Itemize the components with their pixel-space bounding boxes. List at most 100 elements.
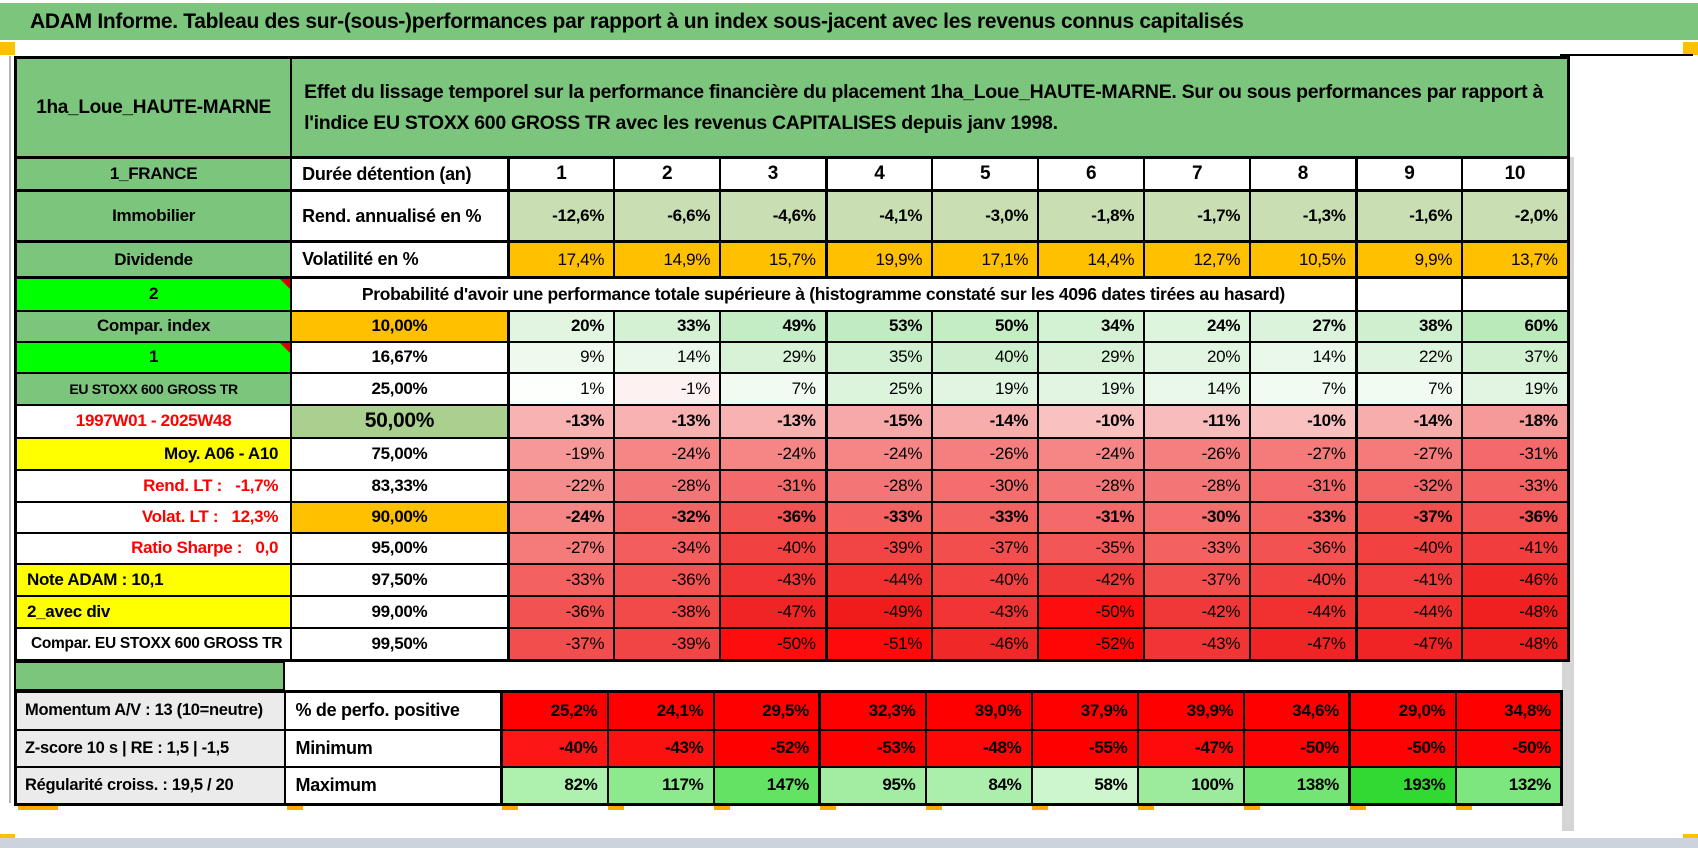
table-cell[interactable]: -37%	[931, 531, 1040, 565]
table-cell[interactable]: 14,9%	[613, 240, 722, 279]
table-cell[interactable]: -28%	[1143, 468, 1252, 503]
table-cell[interactable]: -34%	[613, 531, 722, 565]
table-cell[interactable]: 35%	[825, 340, 934, 374]
col-header-4[interactable]: 4	[825, 156, 934, 192]
table-cell[interactable]: 95%	[818, 765, 927, 806]
table-cell[interactable]: -1,6%	[1355, 189, 1464, 243]
table-cell[interactable]: 147%	[712, 765, 821, 806]
table-cell[interactable]: 37,9%	[1030, 690, 1139, 731]
table-cell[interactable]: 39,0%	[924, 690, 1033, 731]
placement-title-cell[interactable]: 1ha_Loue_HAUTE-MARNE	[14, 56, 293, 159]
table-cell[interactable]: -24%	[613, 436, 722, 471]
table-cell[interactable]: -44%	[825, 562, 934, 597]
table-cell[interactable]: 17,4%	[507, 240, 616, 279]
row-label[interactable]: EU STOXX 600 GROSS TR	[14, 371, 293, 406]
table-cell[interactable]: -1,7%	[1143, 189, 1252, 243]
table-cell[interactable]: 22%	[1355, 340, 1464, 374]
table-cell[interactable]: 19%	[1037, 371, 1146, 406]
green-separator-cell[interactable]	[14, 661, 285, 691]
table-cell[interactable]: -50%	[1348, 728, 1457, 768]
table-cell[interactable]: -1%	[613, 371, 722, 406]
table-cell[interactable]: -39%	[825, 531, 934, 565]
table-cell[interactable]: 19%	[931, 371, 1040, 406]
table-cell[interactable]: -33%	[1249, 500, 1358, 534]
table-cell[interactable]: -52%	[712, 728, 821, 768]
region-cell[interactable]: 1_FRANCE	[14, 156, 293, 192]
table-cell[interactable]: -4,6%	[719, 189, 828, 243]
table-cell[interactable]: 34%	[1037, 309, 1146, 343]
table-cell[interactable]: -40%	[1249, 562, 1358, 597]
table-cell[interactable]: -13%	[507, 403, 616, 439]
table-cell[interactable]: -46%	[931, 626, 1040, 662]
table-cell[interactable]: -50%	[719, 626, 828, 662]
table-cell[interactable]: -36%	[1461, 500, 1570, 534]
table-cell[interactable]: -48%	[1461, 594, 1570, 629]
table-cell[interactable]: -26%	[1143, 436, 1252, 471]
row-metric[interactable]: 50,00%	[290, 403, 510, 439]
table-cell[interactable]: 38%	[1355, 309, 1464, 343]
table-cell[interactable]: -24%	[825, 436, 934, 471]
table-cell[interactable]: -51%	[825, 626, 934, 662]
table-cell[interactable]: 7%	[1355, 371, 1464, 406]
table-cell[interactable]: -1,3%	[1249, 189, 1358, 243]
row-label[interactable]: 1997W01 - 2025W48	[14, 403, 293, 439]
table-cell[interactable]: -10%	[1249, 403, 1358, 439]
row-metric[interactable]: 99,00%	[290, 594, 510, 629]
row-label[interactable]: Dividende	[14, 240, 293, 279]
row-metric[interactable]: Maximum	[283, 765, 503, 806]
table-cell[interactable]: -41%	[1461, 531, 1570, 565]
table-cell[interactable]: -35%	[1037, 531, 1146, 565]
table-cell[interactable]: -13%	[613, 403, 722, 439]
table-cell[interactable]: -42%	[1037, 562, 1146, 597]
table-cell[interactable]: 12,7%	[1143, 240, 1252, 279]
row-label[interactable]: Z-score 10 s | RE : 1,5 | -1,5	[14, 728, 286, 768]
table-cell[interactable]: -46%	[1461, 562, 1570, 597]
row-label[interactable]: 2_avec div	[14, 594, 293, 629]
row-label[interactable]: Ratio Sharpe : 0,0	[14, 531, 293, 565]
col-header-1[interactable]: 1	[507, 156, 616, 192]
table-cell[interactable]: 14%	[1249, 340, 1358, 374]
table-cell[interactable]: -28%	[613, 468, 722, 503]
table-cell[interactable]: 193%	[1348, 765, 1457, 806]
table-cell[interactable]: -31%	[1037, 500, 1146, 534]
table-cell[interactable]: -26%	[931, 436, 1040, 471]
probability-header-cell[interactable]: Probabilité d'avoir une performance tota…	[290, 276, 1358, 312]
table-cell[interactable]: 39,9%	[1136, 690, 1245, 731]
table-cell[interactable]: 29,5%	[712, 690, 821, 731]
table-cell[interactable]: 14%	[613, 340, 722, 374]
table-cell[interactable]: 33%	[613, 309, 722, 343]
table-cell[interactable]: -43%	[719, 562, 828, 597]
row-metric[interactable]: 83,33%	[290, 468, 510, 503]
table-cell[interactable]: -43%	[1143, 626, 1252, 662]
table-cell[interactable]: 132%	[1454, 765, 1563, 806]
table-cell[interactable]: -53%	[818, 728, 927, 768]
table-cell[interactable]: 27%	[1249, 309, 1358, 343]
table-cell[interactable]: -36%	[1249, 531, 1358, 565]
table-cell[interactable]: -48%	[1461, 626, 1570, 662]
row-metric[interactable]: % de perfo. positive	[283, 690, 503, 731]
table-cell[interactable]: -47%	[1136, 728, 1245, 768]
table-cell[interactable]: -32%	[613, 500, 722, 534]
table-cell[interactable]: -43%	[606, 728, 715, 768]
table-cell[interactable]: 13,7%	[1461, 240, 1570, 279]
row-metric[interactable]: 90,00%	[290, 500, 510, 534]
table-cell[interactable]: 138%	[1242, 765, 1351, 806]
table-cell[interactable]: -52%	[1037, 626, 1146, 662]
row-metric[interactable]: 97,50%	[290, 562, 510, 597]
row-metric[interactable]: Minimum	[283, 728, 503, 768]
table-cell[interactable]: 19%	[1461, 371, 1570, 406]
table-cell[interactable]: -50%	[1037, 594, 1146, 629]
table-cell[interactable]: -4,1%	[825, 189, 934, 243]
table-cell[interactable]: 25,2%	[500, 690, 609, 731]
table-cell[interactable]: 9,9%	[1355, 240, 1464, 279]
table-cell[interactable]: 29%	[1037, 340, 1146, 374]
table-cell[interactable]: -32%	[1355, 468, 1464, 503]
row-metric[interactable]: Rend. annualisé en %	[290, 189, 510, 243]
table-cell[interactable]: 9%	[507, 340, 616, 374]
row-metric[interactable]: 95,00%	[290, 531, 510, 565]
row-label[interactable]: Rend. LT : -1,7%	[14, 468, 293, 503]
table-cell[interactable]: -47%	[1249, 626, 1358, 662]
table-cell[interactable]: 14,4%	[1037, 240, 1146, 279]
row-label[interactable]: 2	[14, 276, 293, 312]
table-cell[interactable]: 100%	[1136, 765, 1245, 806]
